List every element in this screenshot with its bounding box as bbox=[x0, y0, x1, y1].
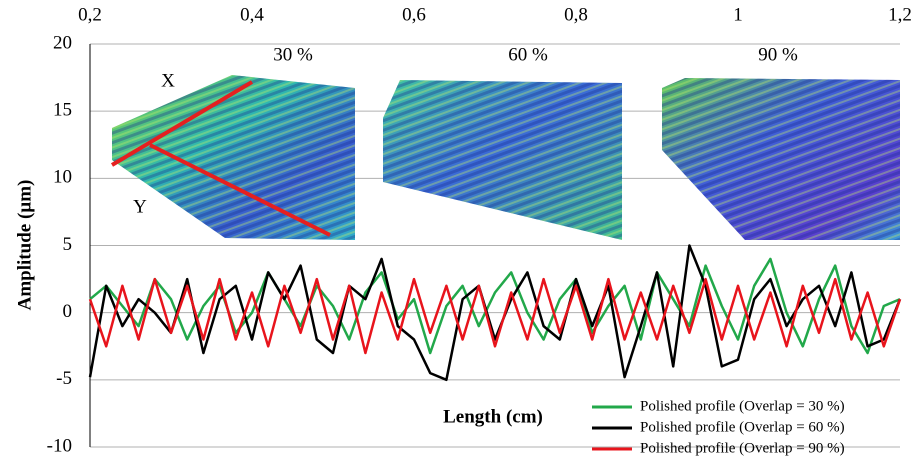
x-tick-label: 1,2 bbox=[888, 4, 912, 25]
y-tick-label: 0 bbox=[63, 301, 73, 322]
x-tick-label: 0,4 bbox=[240, 4, 264, 25]
y-direction-line bbox=[149, 143, 331, 237]
y-axis-title: Amplitude (µm) bbox=[14, 180, 35, 311]
x-axis-title: Length (cm) bbox=[443, 406, 543, 427]
annotation: 90 % bbox=[758, 44, 798, 65]
y-tick-label: 15 bbox=[53, 100, 72, 121]
x-tick-label: 1 bbox=[733, 4, 743, 25]
legend-label: Polished profile (Overlap = 90 %) bbox=[640, 440, 845, 456]
y-tick-label: 10 bbox=[53, 167, 72, 188]
y-tick-label: 20 bbox=[53, 32, 72, 53]
x-tick-label: 0,6 bbox=[402, 4, 426, 25]
plot bbox=[88, 244, 902, 382]
y-tick-label: 5 bbox=[63, 234, 73, 255]
surface-texture bbox=[383, 80, 622, 240]
x-tick-label: 0,8 bbox=[564, 4, 588, 25]
series-line bbox=[88, 277, 902, 355]
annotation: 60 % bbox=[508, 44, 548, 65]
surface-texture bbox=[112, 75, 355, 240]
legend-label: Polished profile (Overlap = 60 %) bbox=[640, 419, 845, 435]
annotation: Y bbox=[133, 196, 147, 217]
x-direction-line bbox=[110, 80, 254, 167]
surface-texture bbox=[662, 78, 900, 240]
x-tick-label: 0,2 bbox=[78, 4, 102, 25]
legend-label: Polished profile (Overlap = 30 %) bbox=[640, 398, 845, 414]
surface-images bbox=[110, 75, 900, 240]
annotation: X bbox=[161, 70, 175, 91]
y-tick-label: -5 bbox=[56, 368, 72, 389]
y-tick-label: -10 bbox=[47, 435, 72, 456]
annotation: 30 % bbox=[273, 44, 313, 65]
